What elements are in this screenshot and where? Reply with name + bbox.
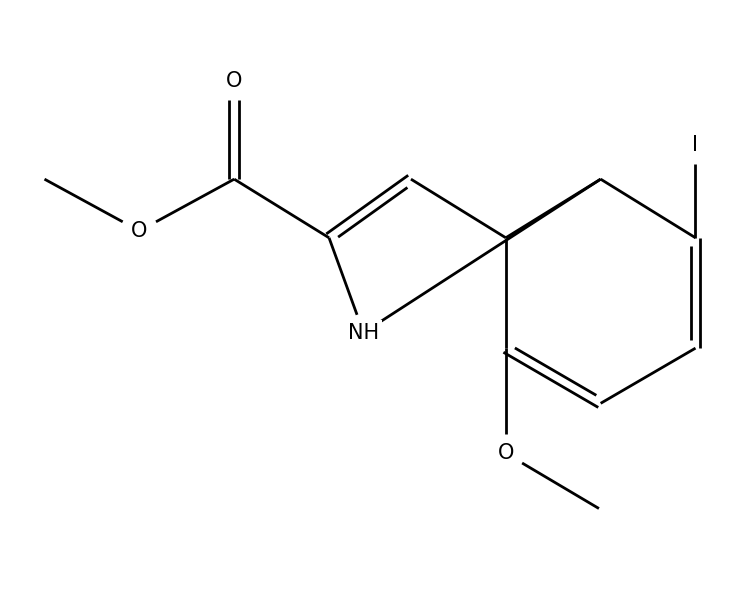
Text: O: O	[497, 443, 514, 463]
Text: O: O	[226, 71, 243, 91]
Text: O: O	[131, 221, 147, 241]
Text: NH: NH	[348, 323, 379, 343]
Text: I: I	[693, 135, 699, 155]
